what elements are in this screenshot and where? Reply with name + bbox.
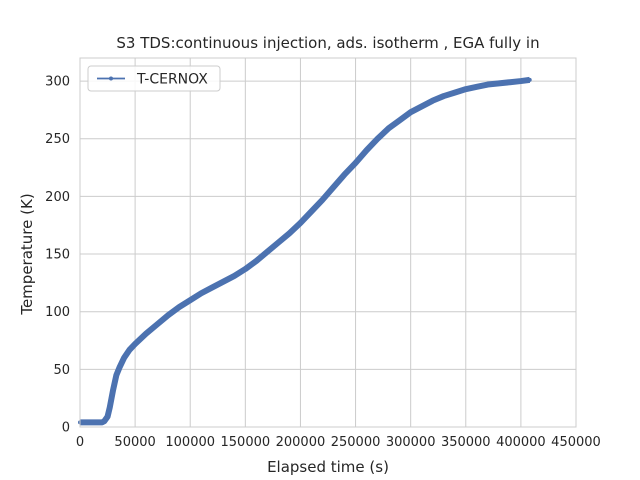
y-tick-label: 50: [53, 363, 70, 378]
data-point: [105, 414, 110, 419]
y-tick-label: 300: [45, 75, 70, 90]
data-point: [397, 118, 402, 123]
data-point: [177, 305, 182, 310]
x-tick-label: 150000: [221, 435, 271, 450]
legend-box: [87, 65, 221, 92]
data-point: [199, 291, 204, 296]
data-point: [386, 126, 391, 131]
data-point: [309, 209, 314, 214]
y-tick-label: 0: [62, 421, 70, 436]
y-ticks: 0 50 100 150 200 250 300: [45, 75, 70, 436]
data-point: [463, 87, 468, 92]
data-point: [419, 104, 424, 109]
plot-frame: [79, 57, 577, 428]
data-point: [452, 90, 457, 95]
data-point: [320, 197, 325, 202]
data-point: [342, 172, 347, 177]
y-tick-label: 200: [45, 190, 70, 205]
data-point: [375, 136, 380, 141]
data-point: [331, 185, 336, 190]
chart-title: S3 TDS:continuous injection, ads. isothe…: [116, 34, 539, 52]
data-point: [144, 331, 149, 336]
legend: T-CERNOX: [87, 65, 221, 92]
data-point: [408, 110, 413, 115]
data-point: [265, 249, 270, 254]
data-point: [485, 82, 490, 87]
series-layer: [78, 76, 532, 426]
data-point: [527, 77, 532, 82]
x-tick-label: 400000: [496, 435, 546, 450]
data-point: [114, 373, 119, 378]
data-point: [127, 347, 132, 352]
x-axis-label: Elapsed time (s): [267, 458, 389, 476]
x-ticks: 0 50000 100000 150000 200000 250000 300000 3500…: [76, 435, 601, 450]
data-point: [133, 341, 138, 346]
data-point: [221, 279, 226, 284]
data-point: [353, 160, 358, 165]
x-tick-label: 0: [76, 435, 84, 450]
data-point: [496, 81, 501, 86]
y-tick-label: 150: [45, 248, 70, 263]
x-tick-label: 100000: [165, 435, 215, 450]
x-tick-label: 450000: [551, 435, 601, 450]
data-point: [166, 313, 171, 318]
data-point: [430, 98, 435, 103]
y-tick-label: 100: [45, 305, 70, 320]
data-point: [243, 267, 248, 272]
data-point: [122, 355, 127, 360]
data-point: [107, 405, 112, 410]
data-point: [117, 365, 122, 370]
legend-label: T-CERNOX: [136, 72, 208, 88]
plot-area: [80, 58, 576, 427]
data-point: [364, 148, 369, 153]
data-point: [298, 220, 303, 225]
data-point: [518, 79, 523, 84]
data-point: [210, 285, 215, 290]
data-point: [155, 322, 160, 327]
data-point: [188, 298, 193, 303]
x-tick-label: 200000: [276, 435, 326, 450]
data-point: [102, 419, 107, 424]
data-point: [232, 273, 237, 278]
data-point: [507, 80, 512, 85]
y-axis-label: Temperature (K): [18, 193, 36, 315]
x-tick-label: 250000: [331, 435, 381, 450]
data-point: [254, 258, 259, 263]
data-point: [89, 420, 94, 425]
x-tick-label: 350000: [441, 435, 491, 450]
y-tick-label: 250: [45, 132, 70, 147]
data-point: [441, 94, 446, 99]
data-point: [276, 240, 281, 245]
data-point: [111, 388, 116, 393]
data-point: [287, 231, 292, 236]
legend-marker: [109, 76, 113, 81]
data-point: [474, 84, 479, 89]
x-tick-label: 300000: [386, 435, 436, 450]
x-tick-label: 50000: [114, 435, 155, 450]
